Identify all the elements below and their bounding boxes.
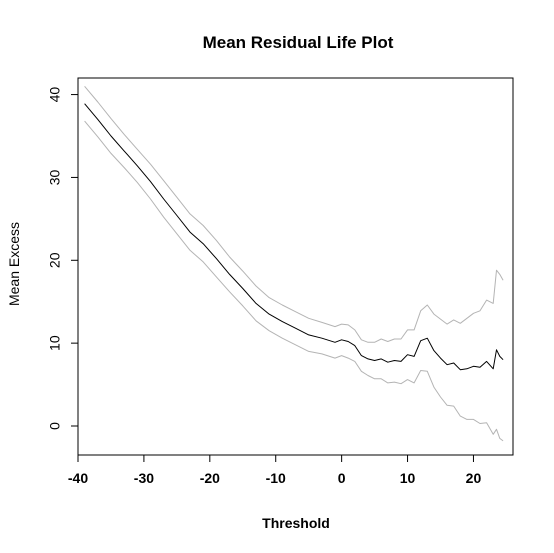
x-tick-label: -20 [200, 470, 220, 486]
plot-frame [77, 77, 514, 456]
x-axis-label: Threshold [262, 515, 330, 531]
upper-ci-line [84, 85, 504, 343]
plot-area: -40 -30 -20 -10 0 10 20 0 10 20 30 40 [47, 77, 514, 486]
x-tick-label: 0 [338, 470, 346, 486]
y-tick-label: 20 [47, 252, 63, 268]
chart-title: Mean Residual Life Plot [203, 33, 394, 52]
x-tick-label: 10 [400, 470, 416, 486]
x-tick-label: -30 [134, 470, 154, 486]
y-tick-label: 0 [47, 422, 63, 430]
x-tick-label: -40 [68, 470, 88, 486]
lower-ci-line [84, 120, 504, 442]
y-tick-label: 30 [47, 169, 63, 185]
y-axis-label: Mean Excess [6, 222, 22, 306]
mean-line [84, 103, 504, 371]
x-tick-label: 20 [466, 470, 482, 486]
y-tick-label: 40 [47, 87, 63, 103]
y-tick-label: 10 [47, 335, 63, 351]
x-tick-label: -10 [266, 470, 286, 486]
